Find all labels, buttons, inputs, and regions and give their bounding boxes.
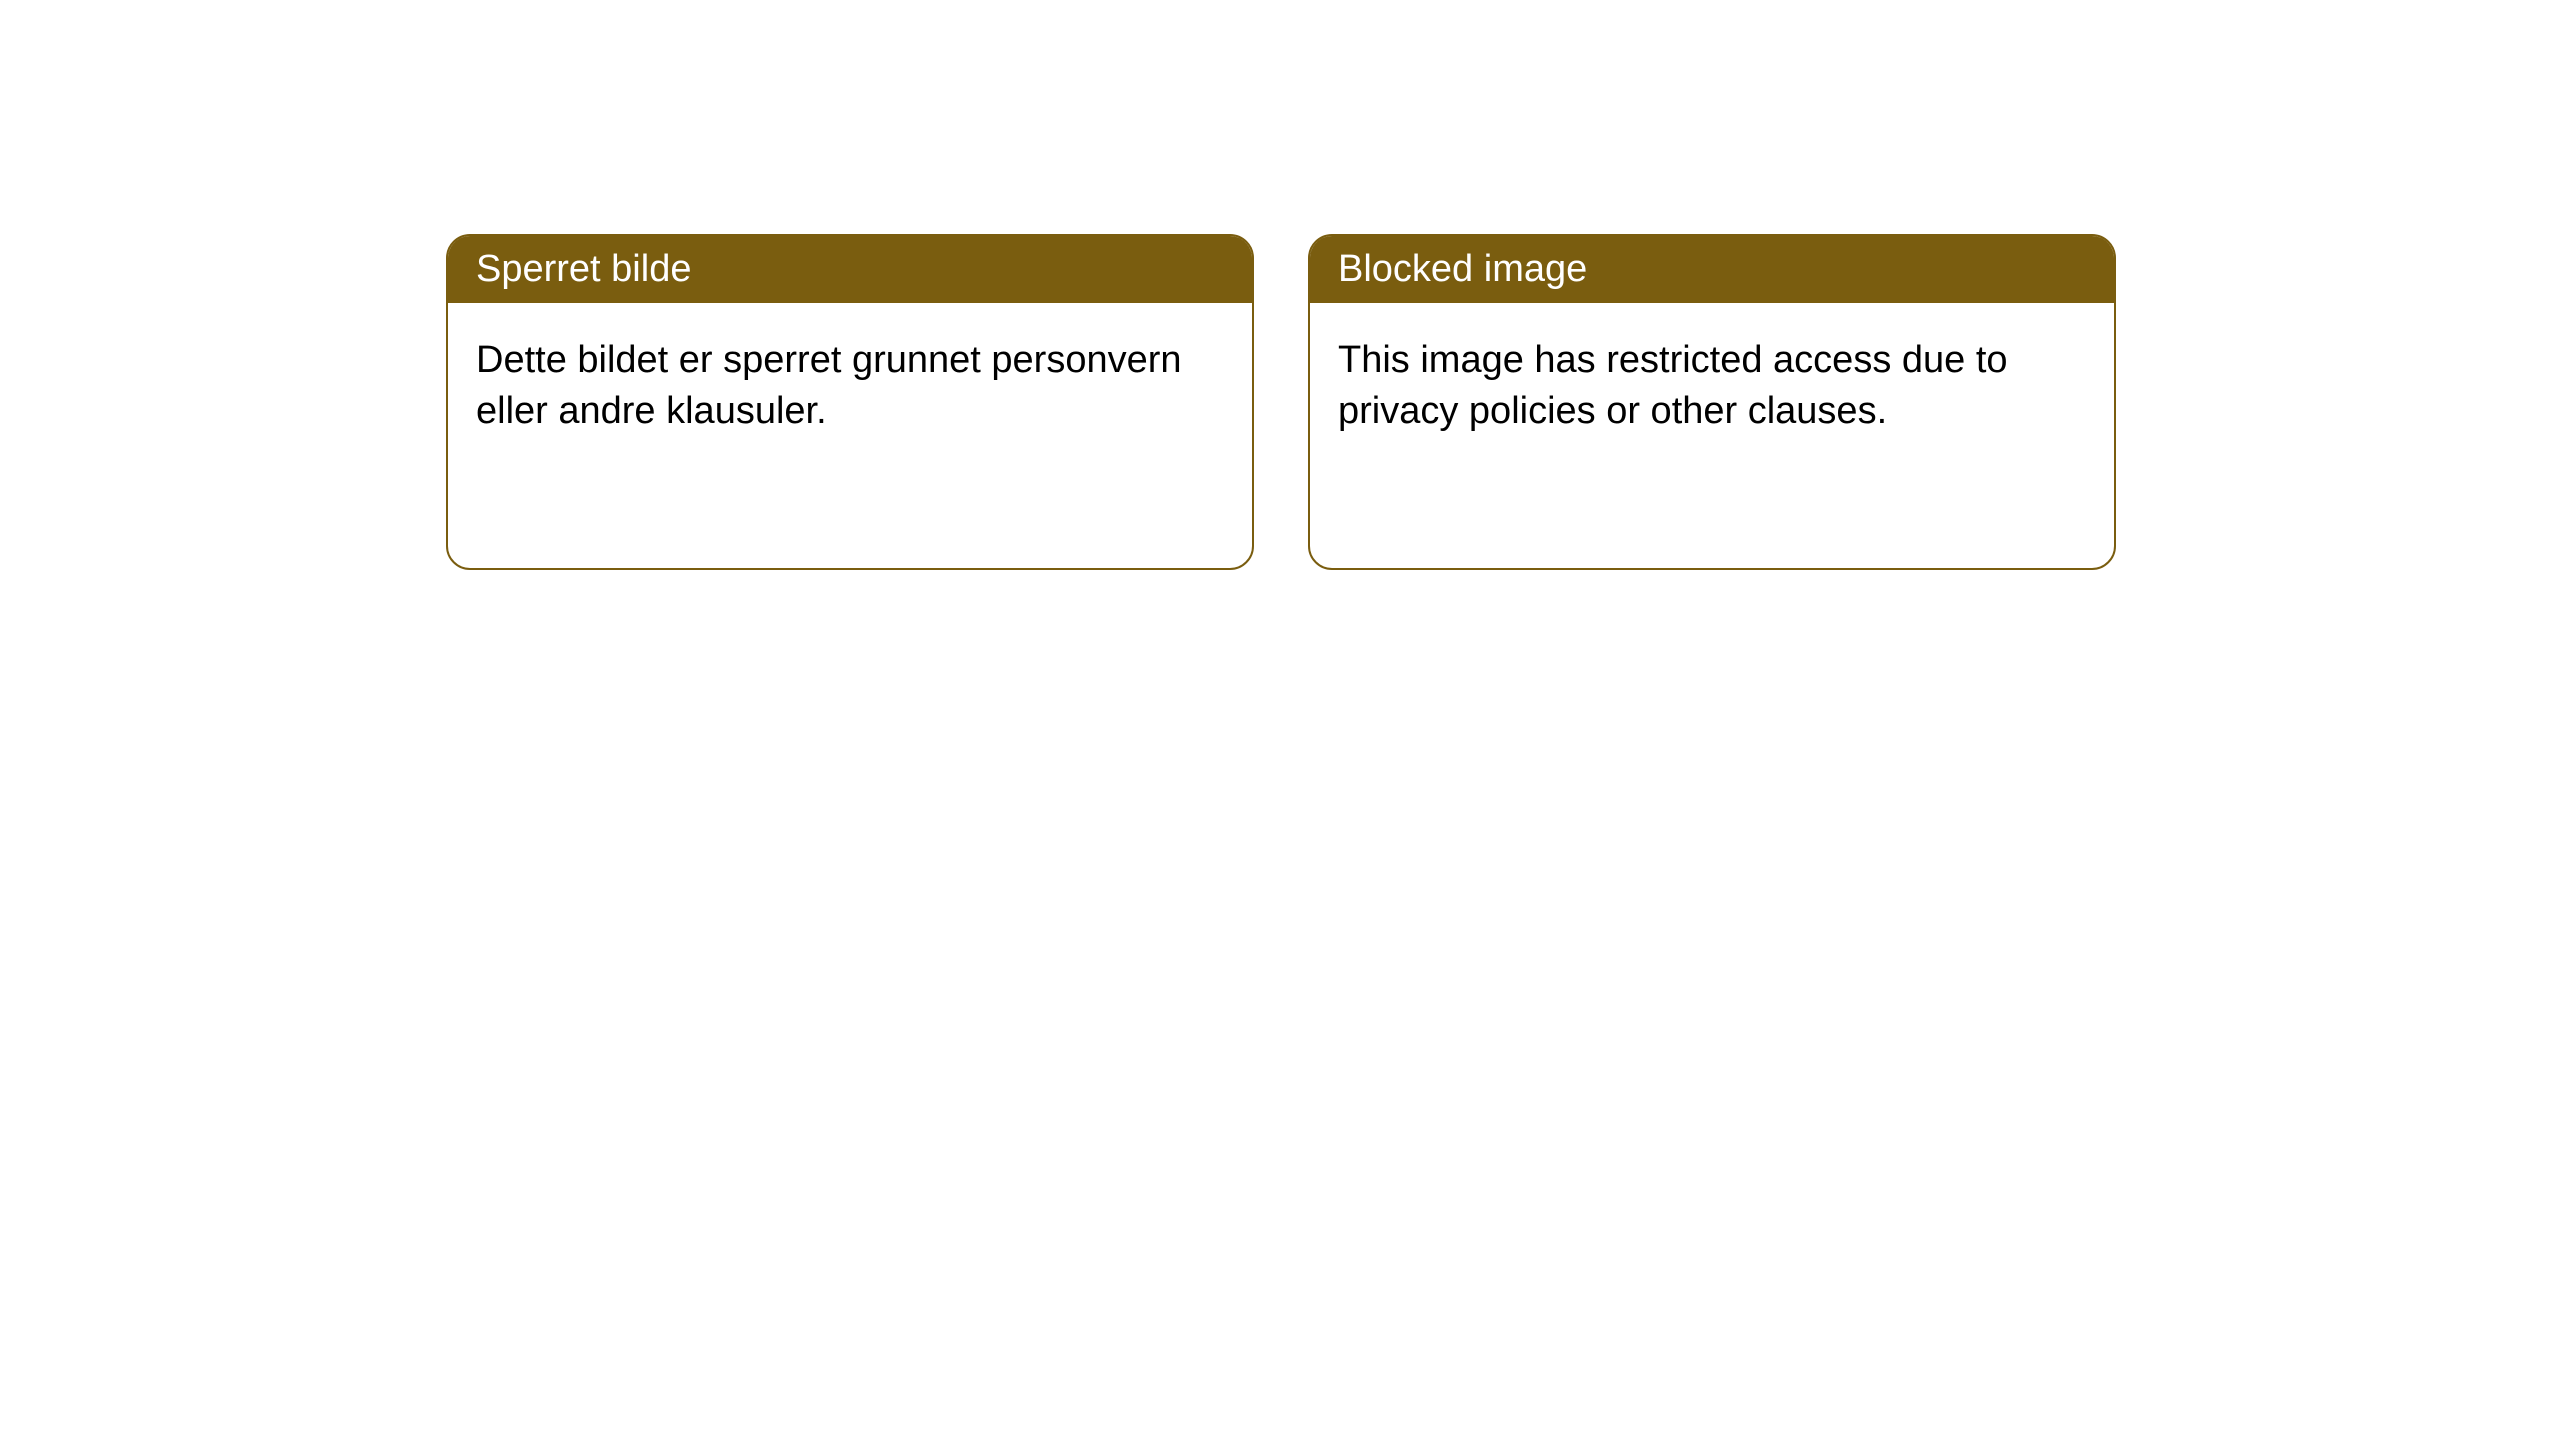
notice-title: Sperret bilde	[476, 248, 691, 290]
notice-card-norwegian: Sperret bilde Dette bildet er sperret gr…	[446, 234, 1254, 570]
notice-header-norwegian: Sperret bilde	[448, 236, 1252, 303]
notice-container: Sperret bilde Dette bildet er sperret gr…	[0, 0, 2560, 570]
notice-body-english: This image has restricted access due to …	[1310, 303, 2114, 470]
notice-body-norwegian: Dette bildet er sperret grunnet personve…	[448, 303, 1252, 470]
notice-card-english: Blocked image This image has restricted …	[1308, 234, 2116, 570]
notice-title: Blocked image	[1338, 248, 1587, 290]
notice-header-english: Blocked image	[1310, 236, 2114, 303]
notice-text: This image has restricted access due to …	[1338, 339, 2008, 432]
notice-text: Dette bildet er sperret grunnet personve…	[476, 339, 1182, 432]
